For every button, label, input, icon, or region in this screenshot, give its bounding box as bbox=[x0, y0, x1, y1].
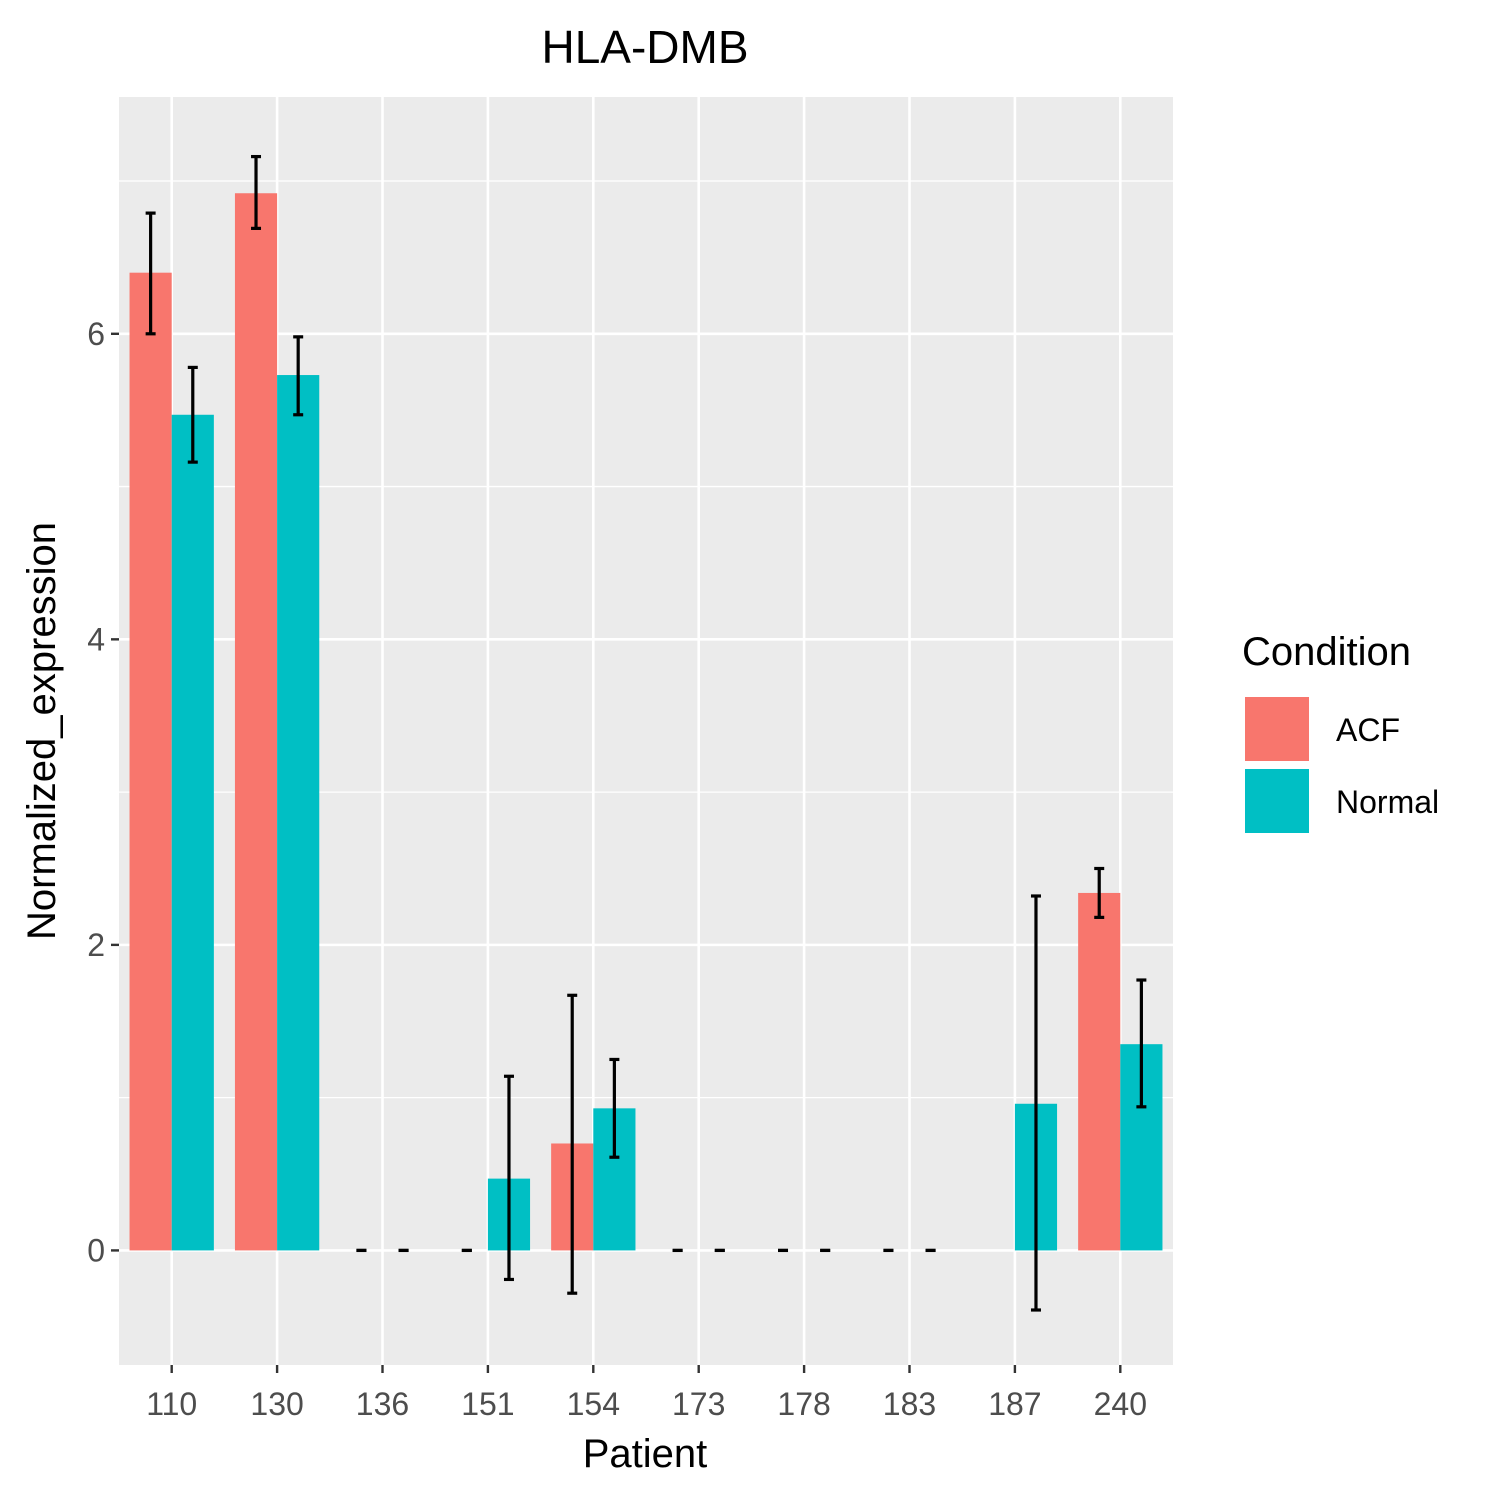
error-bar-normal-187 bbox=[1030, 894, 1041, 1312]
bar-normal-110 bbox=[171, 414, 214, 1251]
y-axis: 0 2 4 6 bbox=[87, 316, 119, 1268]
error-bars bbox=[145, 154, 1147, 1312]
x-tick-label: 151 bbox=[461, 1386, 514, 1422]
x-tick-label: 187 bbox=[988, 1386, 1041, 1422]
legend-title: Condition bbox=[1242, 630, 1411, 674]
error-bar-acf-240 bbox=[1094, 866, 1105, 919]
y-tick-label: 0 bbox=[87, 1232, 105, 1268]
y-axis-title: Normalized_expression bbox=[20, 522, 64, 940]
error-bar-acf-154 bbox=[567, 993, 578, 1295]
x-tick-label: 154 bbox=[567, 1386, 620, 1422]
bars bbox=[129, 193, 1163, 1251]
legend-key-acf bbox=[1243, 695, 1311, 763]
error-bar-normal-110 bbox=[187, 365, 198, 464]
bar-normal-130 bbox=[277, 375, 320, 1251]
x-tick-label: 130 bbox=[250, 1386, 303, 1422]
bar-acf-110 bbox=[129, 272, 172, 1251]
error-bar-normal-130 bbox=[293, 335, 304, 417]
bar-acf-240 bbox=[1078, 892, 1121, 1251]
x-tick-label: 110 bbox=[146, 1386, 197, 1422]
error-bar-normal-154 bbox=[609, 1057, 620, 1159]
x-tick-label: 178 bbox=[777, 1386, 830, 1422]
x-axis-title: Patient bbox=[583, 1432, 708, 1476]
chart-title: HLA-DMB bbox=[541, 21, 748, 73]
y-tick-label: 6 bbox=[87, 316, 105, 352]
legend-label-normal: Normal bbox=[1336, 784, 1439, 820]
error-bar-acf-130 bbox=[251, 154, 262, 230]
legend-label-acf: ACF bbox=[1336, 712, 1400, 748]
error-bar-normal-151 bbox=[503, 1074, 514, 1282]
legend-key-normal bbox=[1243, 767, 1311, 835]
x-axis: 110 130 136 151 154 173 178 183 187 240 bbox=[146, 1365, 1147, 1422]
x-tick-label: 183 bbox=[883, 1386, 936, 1422]
error-bar-normal-240 bbox=[1136, 978, 1147, 1109]
x-tick-label: 173 bbox=[672, 1386, 725, 1422]
y-tick-label: 4 bbox=[87, 621, 105, 657]
y-tick-label: 2 bbox=[87, 927, 105, 963]
legend: Condition ACF Normal bbox=[1242, 630, 1439, 835]
error-bar-acf-110 bbox=[145, 211, 156, 336]
bar-acf-130 bbox=[234, 193, 278, 1251]
x-tick-label: 136 bbox=[356, 1386, 409, 1422]
x-tick-label: 240 bbox=[1094, 1386, 1147, 1422]
